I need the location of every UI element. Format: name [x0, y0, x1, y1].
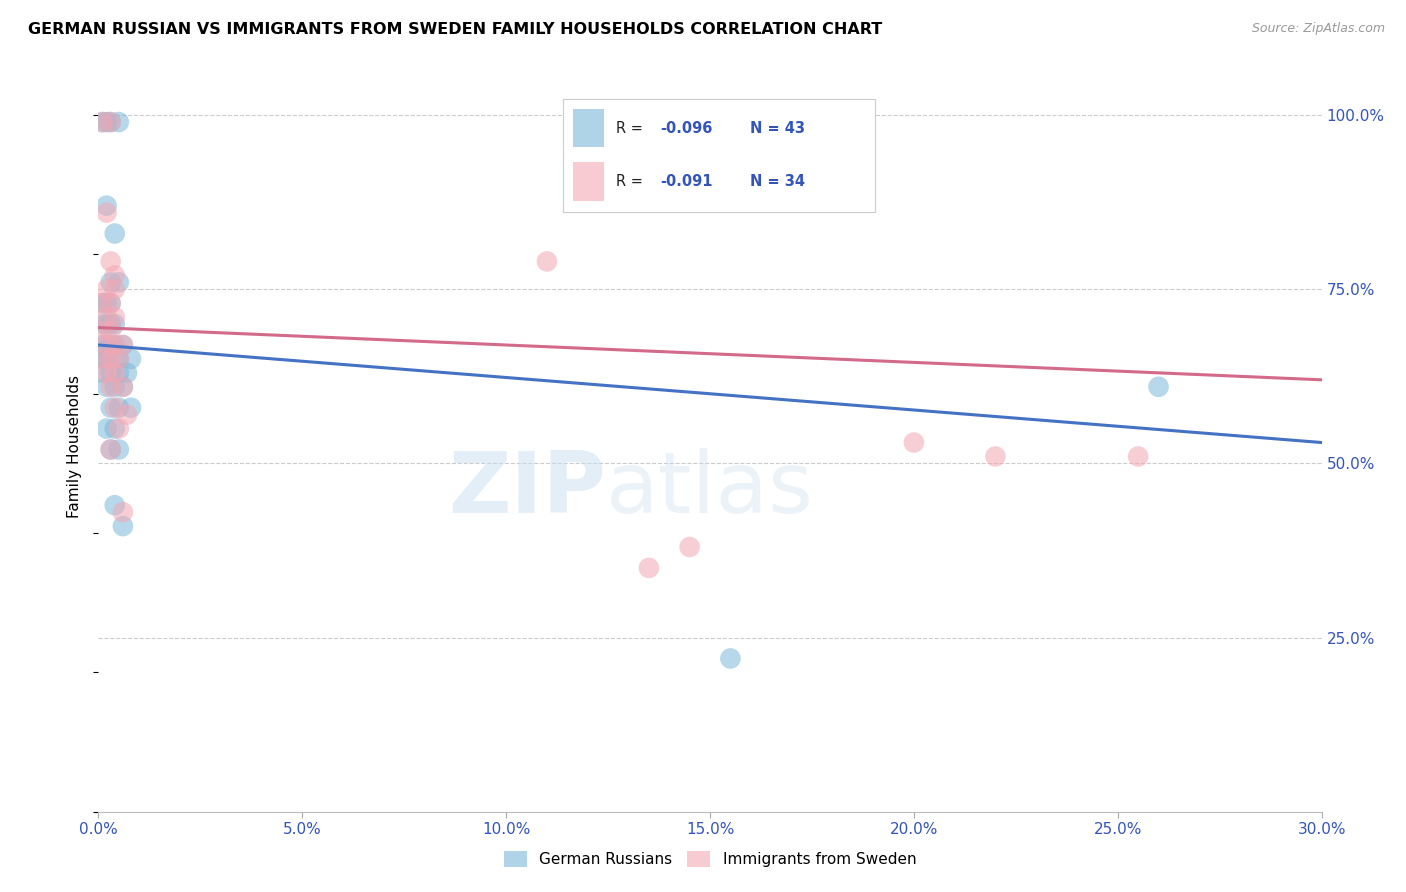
Point	[104, 401, 127, 415]
Point	[720, 651, 742, 665]
Point	[91, 351, 114, 366]
Point	[91, 296, 114, 310]
Point	[96, 366, 118, 380]
Point	[100, 317, 122, 331]
Point	[111, 380, 134, 394]
Point	[111, 338, 134, 352]
Point	[108, 401, 131, 415]
Point	[104, 310, 127, 325]
Point	[100, 338, 122, 352]
Point	[100, 401, 122, 415]
Point	[108, 366, 131, 380]
Point	[96, 338, 118, 352]
Point	[111, 505, 134, 519]
Point	[104, 268, 127, 283]
Point	[104, 380, 127, 394]
Point	[100, 275, 122, 289]
Point	[100, 380, 122, 394]
Text: GERMAN RUSSIAN VS IMMIGRANTS FROM SWEDEN FAMILY HOUSEHOLDS CORRELATION CHART: GERMAN RUSSIAN VS IMMIGRANTS FROM SWEDEN…	[28, 22, 883, 37]
Point	[104, 338, 127, 352]
Point	[100, 442, 122, 457]
Point	[104, 282, 127, 296]
Point	[108, 275, 131, 289]
Point	[96, 317, 118, 331]
Point	[104, 366, 127, 380]
Point	[111, 519, 134, 533]
Point	[96, 380, 118, 394]
Point	[96, 351, 118, 366]
Point	[108, 115, 131, 129]
Point	[104, 421, 127, 435]
Point	[104, 498, 127, 512]
Point	[91, 366, 114, 380]
Text: ZIP: ZIP	[449, 449, 606, 532]
Point	[91, 115, 114, 129]
Point	[1128, 450, 1150, 464]
Point	[100, 351, 122, 366]
Legend: German Russians, Immigrants from Sweden: German Russians, Immigrants from Sweden	[498, 846, 922, 873]
Point	[100, 442, 122, 457]
Point	[120, 351, 142, 366]
Point	[108, 442, 131, 457]
Point	[111, 338, 134, 352]
Point	[104, 338, 127, 352]
Y-axis label: Family Households: Family Households	[67, 375, 83, 517]
Point	[96, 282, 118, 296]
Point	[120, 401, 142, 415]
Point	[91, 338, 114, 352]
Point	[104, 227, 127, 241]
Point	[96, 115, 118, 129]
Point	[115, 408, 138, 422]
Point	[100, 115, 122, 129]
Point	[108, 421, 131, 435]
Point	[91, 296, 114, 310]
Point	[679, 540, 702, 554]
Point	[638, 561, 661, 575]
Point	[108, 351, 131, 366]
Point	[91, 115, 114, 129]
Point	[96, 296, 118, 310]
Text: Source: ZipAtlas.com: Source: ZipAtlas.com	[1251, 22, 1385, 36]
Point	[108, 351, 131, 366]
Text: atlas: atlas	[606, 449, 814, 532]
Point	[96, 310, 118, 325]
Point	[104, 317, 127, 331]
Point	[100, 115, 122, 129]
Point	[91, 351, 114, 366]
Point	[100, 296, 122, 310]
Point	[96, 338, 118, 352]
Point	[100, 324, 122, 338]
Point	[96, 421, 118, 435]
Point	[100, 254, 122, 268]
Point	[115, 366, 138, 380]
Point	[536, 254, 558, 268]
Point	[903, 435, 925, 450]
Point	[100, 351, 122, 366]
Point	[100, 366, 122, 380]
Point	[96, 205, 118, 219]
Point	[111, 380, 134, 394]
Point	[91, 317, 114, 331]
Point	[984, 450, 1007, 464]
Point	[91, 324, 114, 338]
Point	[96, 199, 118, 213]
Point	[100, 296, 122, 310]
Point	[1147, 380, 1170, 394]
